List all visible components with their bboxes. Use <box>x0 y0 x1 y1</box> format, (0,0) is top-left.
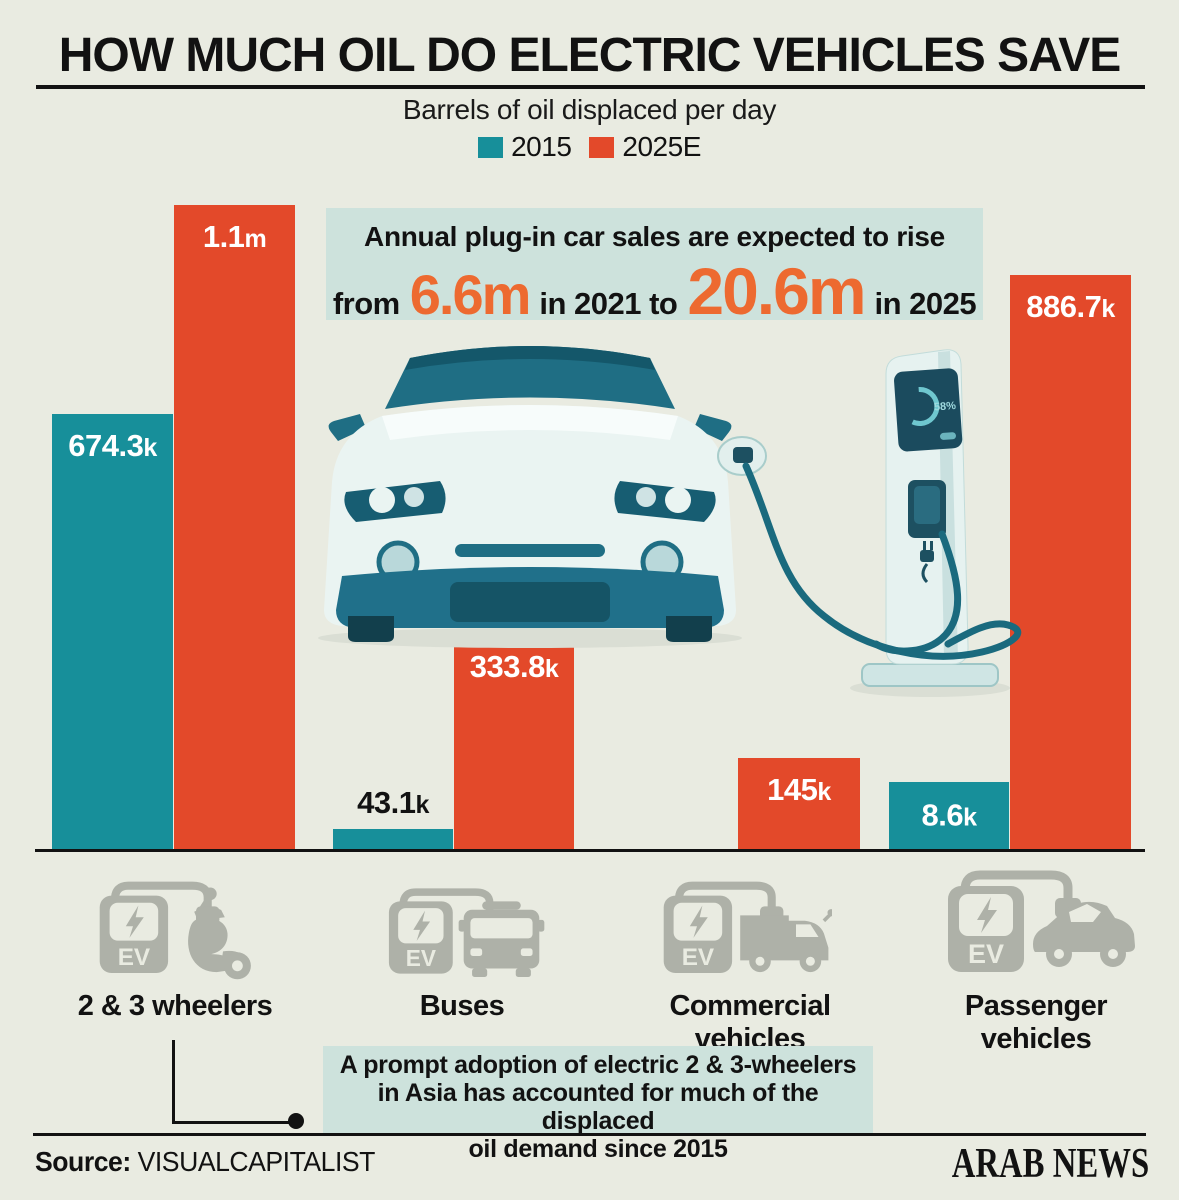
callout-end: in 2025 <box>874 286 977 321</box>
callout-mid: in 2021 to <box>539 286 678 321</box>
charging-station-illustration: 58% <box>850 349 1010 697</box>
callout-value-2021: 6.6m <box>409 263 532 326</box>
bar-2025e-passenger-vehicles: 886.7k <box>1010 275 1131 852</box>
source-label: Source: <box>35 1146 131 1177</box>
page-title: HOW MUCH OIL DO ELECTRIC VEHICLES SAVE <box>58 29 1122 82</box>
bar-2025e-2-3-wheelers: 1.1m <box>174 205 295 852</box>
bar-value-label: 1.1m <box>202 219 267 254</box>
footer-divider <box>33 1133 1146 1136</box>
icon-ev-charger-scooter: EV <box>88 862 268 982</box>
bar-value-label: 886.7k <box>1026 289 1115 324</box>
icon-ev-charger-car: EV <box>930 862 1140 982</box>
legend-item-2025e: 2025E <box>589 131 701 163</box>
icon-ev-charger-truck: EV <box>652 862 835 982</box>
annotation-line: oil demand since 2015 <box>468 1135 728 1163</box>
callout-value-2025: 20.6m <box>687 254 866 328</box>
title-divider <box>36 85 1145 89</box>
chart-baseline <box>35 849 1145 852</box>
bar-value-label: 8.6k <box>921 797 977 833</box>
callout-from: from <box>332 286 400 321</box>
bar-value-label: 145k <box>767 772 831 807</box>
category-label-passenger-vehicles: Passenger vehicles <box>964 990 1108 1055</box>
charging-cable <box>742 462 1022 660</box>
icon-ev-charger-bus: EV <box>378 862 546 982</box>
bar-value-label: 674.3k <box>68 428 157 463</box>
bar-value-label: 43.1k <box>357 785 429 820</box>
plug-glyph <box>920 541 934 562</box>
bar-2015-2-3-wheelers: 674.3k <box>52 414 173 852</box>
source-value: VISUALCAPITALIST <box>137 1146 376 1177</box>
bar-2015-passenger-vehicles: 8.6k <box>889 782 1009 852</box>
ev-car-charging-illustration: 58% <box>318 346 1022 697</box>
callout-line2: from 6.6m in 2021 to 20.6m in 2025 <box>326 253 983 329</box>
annotation-box: A prompt adoption of electric 2 & 3-whee… <box>323 1046 873 1163</box>
legend-swatch-2025e <box>589 136 615 158</box>
arab-news-logo: ARAB NEWS <box>951 1141 1149 1187</box>
svg-text:EV: EV <box>118 944 151 971</box>
legend-label-2015: 2015 <box>511 131 572 162</box>
bar-2015-buses: 43.1k <box>333 785 453 852</box>
category-label-buses: Buses <box>419 990 505 1022</box>
source-credit: Source: VISUALCAPITALIST <box>35 1146 375 1178</box>
annotation-line: in Asia has accounted for much of the di… <box>377 1079 819 1135</box>
legend-label-2025e: 2025E <box>622 131 701 162</box>
charge-percent-label: 58% <box>934 400 957 414</box>
callout-line1: Annual plug-in car sales are expected to… <box>364 221 945 252</box>
annotation-connector-dot <box>288 1113 304 1129</box>
charger-screen: 58% <box>894 368 963 452</box>
car-illustration <box>318 346 767 648</box>
bar-value-label: 333.8k <box>469 649 559 684</box>
legend: 2015 2025E <box>0 131 1179 163</box>
annotation-connector-line <box>172 1040 291 1124</box>
chart-subtitle: Barrels of oil displaced per day <box>402 94 777 125</box>
svg-text:EV: EV <box>406 945 436 971</box>
legend-item-2015: 2015 <box>478 131 572 163</box>
category-label-2-3-wheelers: 2 & 3 wheelers <box>77 990 273 1022</box>
annotation-line: A prompt adoption of electric 2 & 3-whee… <box>339 1051 857 1079</box>
svg-text:EV: EV <box>968 939 1004 969</box>
callout-box: Annual plug-in car sales are expected to… <box>326 208 983 328</box>
legend-swatch-2015 <box>478 136 504 158</box>
bar-2025e-commercial-vehicles: 145k <box>738 758 860 852</box>
svg-text:EV: EV <box>682 944 715 971</box>
bar-2025e-buses: 333.8k <box>454 635 574 852</box>
